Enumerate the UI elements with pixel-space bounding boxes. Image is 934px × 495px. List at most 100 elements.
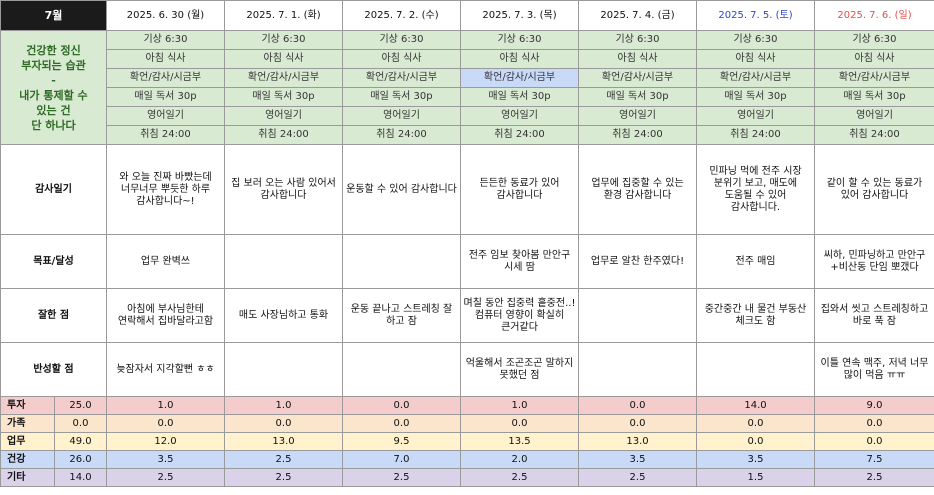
reflection-cell[interactable]: 늦잠자서 지각할뻔 ㅎㅎ bbox=[106, 342, 225, 397]
gratitude-cell[interactable]: 운동할 수 있어 감사합니다 bbox=[342, 144, 461, 235]
date-cell-sunday[interactable]: 2025. 7. 6. (일) bbox=[814, 0, 934, 31]
stat-cell[interactable]: 13.0 bbox=[578, 432, 697, 451]
habit-cell[interactable]: 아침 식사 bbox=[106, 49, 225, 69]
stat-cell[interactable]: 0.0 bbox=[696, 432, 815, 451]
stat-total[interactable]: 49.0 bbox=[54, 432, 107, 451]
stat-cell[interactable]: 2.5 bbox=[814, 468, 934, 487]
habit-cell[interactable]: 기상 6:30 bbox=[106, 30, 225, 50]
goal-cell[interactable] bbox=[224, 234, 343, 289]
stat-label[interactable]: 건강 bbox=[0, 450, 55, 469]
stat-cell[interactable]: 0.0 bbox=[106, 414, 225, 433]
gratitude-cell[interactable]: 업무에 집중할 수 있는 환경 감사합니다 bbox=[578, 144, 697, 235]
habit-cell[interactable]: 확언/감사/시금부 bbox=[814, 68, 934, 88]
stat-cell[interactable]: 7.0 bbox=[342, 450, 461, 469]
gratitude-cell[interactable]: 든든한 동료가 있어 감사합니다 bbox=[460, 144, 579, 235]
habit-cell[interactable]: 영어일기 bbox=[342, 106, 461, 126]
stat-label[interactable]: 기타 bbox=[0, 468, 55, 487]
habit-cell[interactable]: 취침 24:00 bbox=[224, 125, 343, 145]
stat-cell[interactable]: 13.0 bbox=[224, 432, 343, 451]
stat-total[interactable]: 26.0 bbox=[54, 450, 107, 469]
habit-cell[interactable]: 매일 독서 30p bbox=[460, 87, 579, 107]
habit-cell[interactable]: 아침 식사 bbox=[224, 49, 343, 69]
gratitude-cell[interactable]: 와 오늘 진짜 바빴는데 너무너무 뿌듯한 하루 감사합니다~! bbox=[106, 144, 225, 235]
reflection-cell[interactable] bbox=[696, 342, 815, 397]
goal-cell[interactable]: 씨하, 민파닝하고 만안구+비산동 단임 뽀갰다 bbox=[814, 234, 934, 289]
stat-total[interactable]: 0.0 bbox=[54, 414, 107, 433]
habit-cell[interactable]: 취침 24:00 bbox=[342, 125, 461, 145]
habit-cell[interactable]: 기상 6:30 bbox=[696, 30, 815, 50]
habit-cell[interactable]: 기상 6:30 bbox=[224, 30, 343, 50]
habit-cell[interactable]: 아침 식사 bbox=[814, 49, 934, 69]
reflection-cell[interactable] bbox=[578, 342, 697, 397]
stat-cell[interactable]: 2.5 bbox=[342, 468, 461, 487]
habit-cell[interactable]: 아침 식사 bbox=[342, 49, 461, 69]
habit-cell[interactable]: 기상 6:30 bbox=[814, 30, 934, 50]
stat-cell[interactable]: 0.0 bbox=[814, 432, 934, 451]
gratitude-cell[interactable]: 민파닝 먹에 전주 시장 분위기 보고, 매도에 도움될 수 있어 감사합니다. bbox=[696, 144, 815, 235]
habit-cell[interactable]: 영어일기 bbox=[578, 106, 697, 126]
date-cell[interactable]: 2025. 6. 30 (월) bbox=[106, 0, 225, 31]
goal-cell[interactable]: 전주 매임 bbox=[696, 234, 815, 289]
gratitude-cell[interactable]: 집 보러 오는 사람 있어서 감사합니다 bbox=[224, 144, 343, 235]
stat-cell[interactable]: 3.5 bbox=[696, 450, 815, 469]
habit-cell[interactable]: 매일 독서 30p bbox=[814, 87, 934, 107]
habit-cell[interactable]: 아침 식사 bbox=[460, 49, 579, 69]
habit-cell[interactable]: 기상 6:30 bbox=[578, 30, 697, 50]
habit-cell[interactable]: 취침 24:00 bbox=[578, 125, 697, 145]
date-cell[interactable]: 2025. 7. 3. (목) bbox=[460, 0, 579, 31]
stat-cell[interactable]: 1.5 bbox=[696, 468, 815, 487]
habit-cell[interactable]: 영어일기 bbox=[106, 106, 225, 126]
stat-cell[interactable]: 0.0 bbox=[578, 414, 697, 433]
stat-cell[interactable]: 0.0 bbox=[578, 396, 697, 415]
goal-cell[interactable] bbox=[342, 234, 461, 289]
goal-cell[interactable]: 업무 완벽쓰 bbox=[106, 234, 225, 289]
reflection-label[interactable]: 반성할 점 bbox=[0, 342, 107, 397]
reflection-cell[interactable]: 이틀 연속 맥주, 저녁 너무 많이 먹음 ㅠㅠ bbox=[814, 342, 934, 397]
stat-cell[interactable]: 0.0 bbox=[814, 414, 934, 433]
stat-cell[interactable]: 9.5 bbox=[342, 432, 461, 451]
gratitude-cell[interactable]: 같이 할 수 있는 동료가 있어 감사합니다 bbox=[814, 144, 934, 235]
reflection-cell[interactable] bbox=[224, 342, 343, 397]
habit-cell[interactable]: 매일 독서 30p bbox=[342, 87, 461, 107]
stat-cell[interactable]: 2.5 bbox=[224, 450, 343, 469]
date-cell[interactable]: 2025. 7. 4. (금) bbox=[578, 0, 697, 31]
habit-cell[interactable]: 영어일기 bbox=[460, 106, 579, 126]
stat-cell[interactable]: 1.0 bbox=[460, 396, 579, 415]
stat-total[interactable]: 25.0 bbox=[54, 396, 107, 415]
stat-cell[interactable]: 13.5 bbox=[460, 432, 579, 451]
stat-cell[interactable]: 0.0 bbox=[342, 414, 461, 433]
habit-cell[interactable]: 확언/감사/시금부 bbox=[224, 68, 343, 88]
date-cell[interactable]: 2025. 7. 2. (수) bbox=[342, 0, 461, 31]
stat-total[interactable]: 14.0 bbox=[54, 468, 107, 487]
date-cell-saturday[interactable]: 2025. 7. 5. (토) bbox=[696, 0, 815, 31]
stat-label[interactable]: 가족 bbox=[0, 414, 55, 433]
stat-cell[interactable]: 3.5 bbox=[106, 450, 225, 469]
habit-cell[interactable]: 확언/감사/시금부 bbox=[696, 68, 815, 88]
stat-cell[interactable]: 3.5 bbox=[578, 450, 697, 469]
well-done-cell[interactable]: 매도 사장님하고 통화 bbox=[224, 288, 343, 343]
stat-cell[interactable]: 7.5 bbox=[814, 450, 934, 469]
well-done-cell[interactable]: 운동 끝나고 스트레칭 잘 하고 잠 bbox=[342, 288, 461, 343]
stat-label[interactable]: 업무 bbox=[0, 432, 55, 451]
stat-cell[interactable]: 14.0 bbox=[696, 396, 815, 415]
stat-cell[interactable]: 2.5 bbox=[460, 468, 579, 487]
stat-cell[interactable]: 0.0 bbox=[342, 396, 461, 415]
habit-cell[interactable]: 영어일기 bbox=[224, 106, 343, 126]
stat-label[interactable]: 투자 bbox=[0, 396, 55, 415]
habit-motto[interactable]: 건강한 정신 부자되는 습관 - 내가 통제할 수 있는 건 단 하나다 bbox=[0, 30, 107, 145]
stat-cell[interactable]: 2.5 bbox=[578, 468, 697, 487]
habit-cell-selected[interactable]: 확언/감사/시금부 bbox=[460, 68, 579, 88]
habit-cell[interactable]: 영어일기 bbox=[814, 106, 934, 126]
goal-label[interactable]: 목표/달성 bbox=[0, 234, 107, 289]
gratitude-label[interactable]: 감사일기 bbox=[0, 144, 107, 235]
habit-cell[interactable]: 확언/감사/시금부 bbox=[578, 68, 697, 88]
stat-cell[interactable]: 1.0 bbox=[224, 396, 343, 415]
well-done-cell[interactable]: 며칠 동안 집중력 흩중전..! 컴퓨터 영향이 확실히 큰거같다 bbox=[460, 288, 579, 343]
habit-cell[interactable]: 확언/감사/시금부 bbox=[342, 68, 461, 88]
well-done-cell[interactable] bbox=[578, 288, 697, 343]
goal-cell[interactable]: 업무로 알찬 한주였다! bbox=[578, 234, 697, 289]
habit-cell[interactable]: 기상 6:30 bbox=[342, 30, 461, 50]
well-done-cell[interactable]: 중간중간 내 물건 부동산 체크도 함 bbox=[696, 288, 815, 343]
habit-cell[interactable]: 기상 6:30 bbox=[460, 30, 579, 50]
habit-cell[interactable]: 취침 24:00 bbox=[814, 125, 934, 145]
